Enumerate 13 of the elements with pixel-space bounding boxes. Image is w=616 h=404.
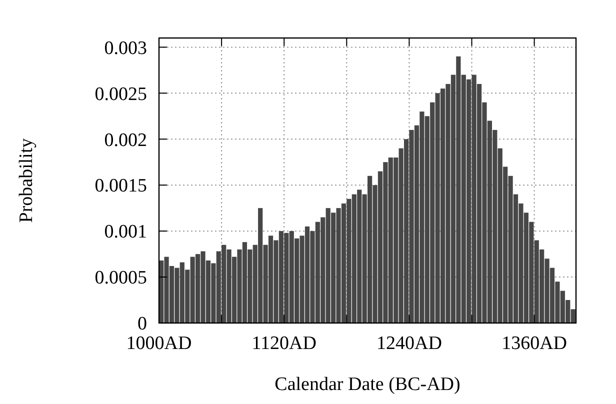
y-axis-title: Probability — [16, 138, 37, 223]
y-tick-label: 0.0025 — [94, 84, 147, 105]
x-axis-title: Calendar Date (BC-AD) — [274, 374, 460, 395]
y-tick-label: 0.0005 — [94, 268, 147, 289]
y-tick-label: 0 — [138, 314, 147, 335]
x-tick-label: 1000AD — [126, 333, 192, 354]
x-tick-label: 1120AD — [252, 333, 316, 354]
y-tick-label: 0.001 — [104, 222, 147, 243]
x-tick-label: 1360AD — [502, 333, 568, 354]
y-tick-label: 0.0015 — [94, 176, 147, 197]
y-tick-label: 0.002 — [104, 130, 147, 151]
x-tick-label: 1240AD — [376, 333, 442, 354]
y-tick-label: 0.003 — [104, 38, 147, 59]
